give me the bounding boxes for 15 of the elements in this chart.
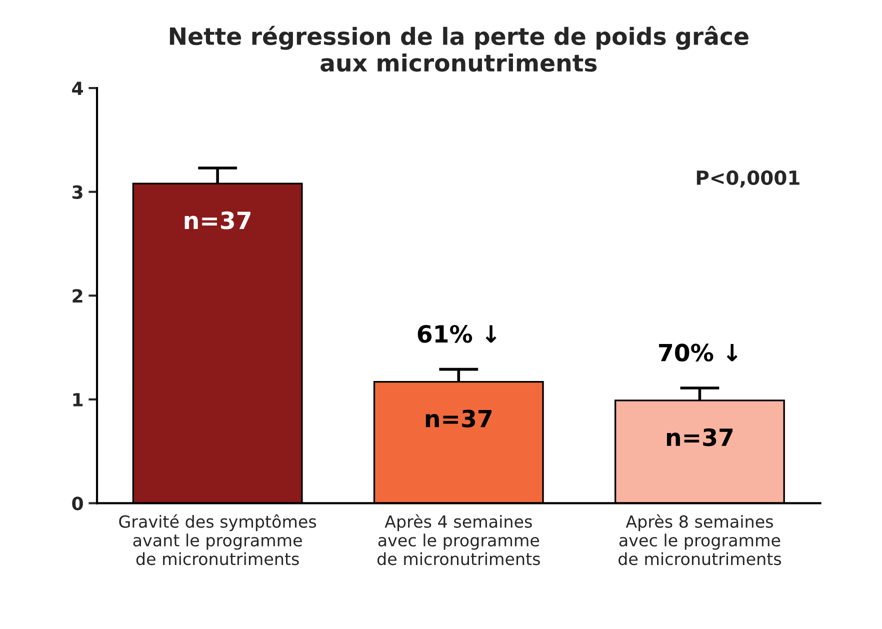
y-tick-label: 4 <box>72 82 83 95</box>
x-tick-label: Gravité des symptômes avant le programme de micronutriments <box>119 514 316 566</box>
annotation: P<0,0001 <box>696 170 800 188</box>
annotation: n=37 <box>184 211 250 230</box>
x-tick-label: Après 4 semaines avec le programme de micronutriments <box>377 514 540 566</box>
annotation: 61% ↓ <box>418 324 496 343</box>
annotation: 70% ↓ <box>659 344 738 362</box>
annotation: n=37 <box>666 428 733 446</box>
y-tick-label: 3 <box>72 185 82 199</box>
annotation: n=37 <box>426 410 492 428</box>
y-tick-label: 0 <box>72 496 83 510</box>
chart-title: Nette régression de la perte de poids grâce aux micronutriments <box>170 26 748 72</box>
y-tick-label: 1 <box>73 393 83 406</box>
x-tick-label: Après 8 semaines avec le programme de micronutriments <box>618 514 782 566</box>
y-tick-label: 2 <box>72 289 82 302</box>
